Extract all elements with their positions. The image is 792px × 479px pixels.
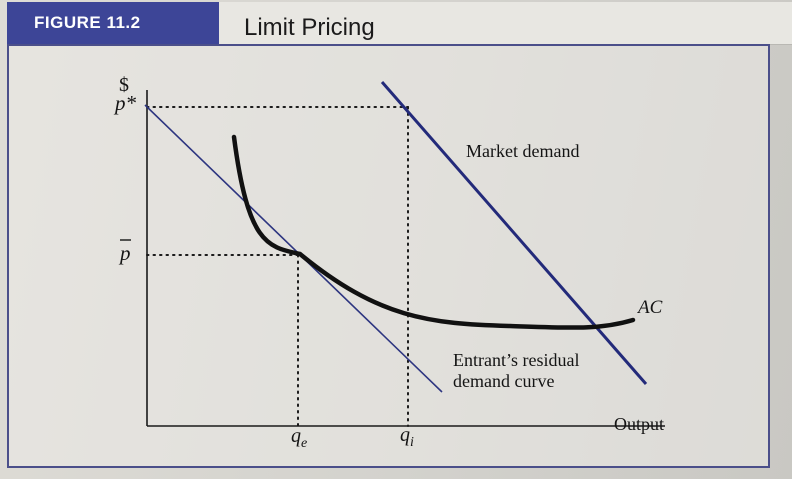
figure-frame bbox=[7, 44, 770, 468]
figure-label: FIGURE 11.2 bbox=[7, 2, 219, 44]
average-cost-curve bbox=[231, 134, 636, 330]
x-axis-label: Output bbox=[614, 414, 664, 434]
q-i-label: qi bbox=[400, 424, 414, 450]
residual-demand-label-line2: demand curve bbox=[453, 371, 554, 391]
p-star-label: p* bbox=[113, 91, 137, 115]
market-demand-label: Market demand bbox=[466, 141, 579, 161]
residual-demand-label-line1: Entrant’s residual bbox=[453, 350, 579, 370]
market-demand-line bbox=[380, 81, 648, 385]
q-e-label: qe bbox=[291, 425, 307, 451]
y-axis-label: $ bbox=[119, 74, 129, 96]
residual-demand-line bbox=[144, 104, 443, 393]
p-bar-label: p bbox=[118, 241, 131, 265]
figure-title: Limit Pricing bbox=[244, 14, 375, 41]
ac-label: AC bbox=[636, 297, 663, 318]
